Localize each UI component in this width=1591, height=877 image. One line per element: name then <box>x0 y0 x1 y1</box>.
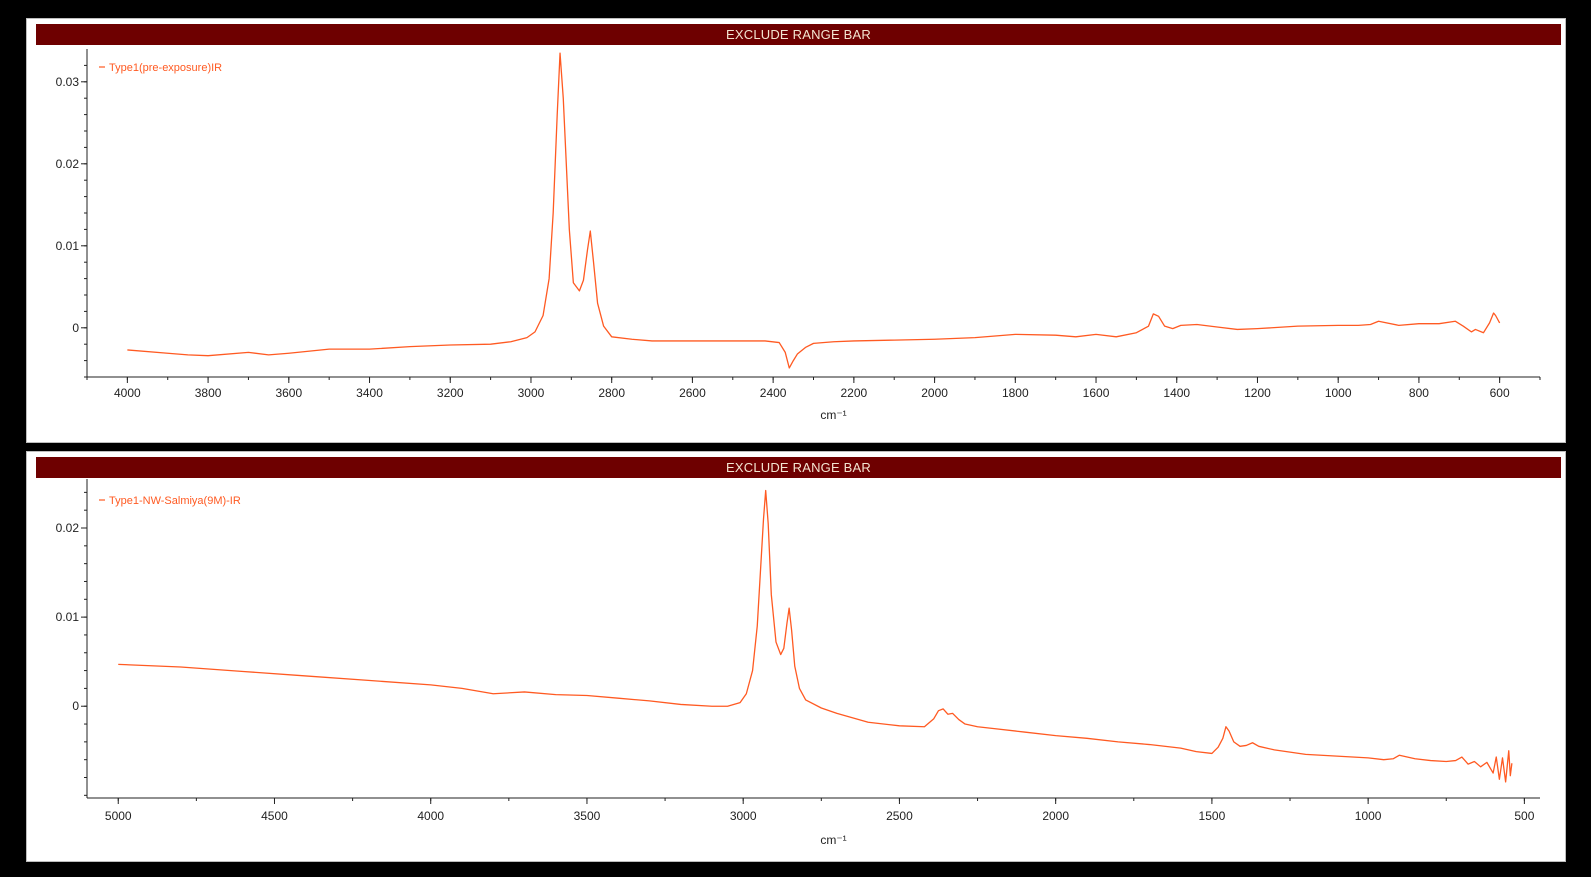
legend-label: Type1(pre-exposure)IR <box>109 62 222 74</box>
x-tick-label: 1600 <box>1083 386 1110 400</box>
y-tick-label: 0.03 <box>56 75 80 89</box>
x-tick-label: 4000 <box>417 809 444 823</box>
y-tick-label: 0.01 <box>56 610 80 624</box>
exclude-range-bar-2[interactable]: EXCLUDE RANGE BAR <box>36 457 1561 478</box>
x-tick-label: 1000 <box>1355 809 1382 823</box>
spectrum-trace <box>118 489 1513 783</box>
x-tick-label: 2000 <box>1042 809 1069 823</box>
exclude-range-bar-1[interactable]: EXCLUDE RANGE BAR <box>36 24 1561 45</box>
x-tick-label: 3800 <box>195 386 222 400</box>
y-tick-label: 0 <box>72 321 79 335</box>
spectrum-panel-1: 0 0.01 0.02 0.03 4000 3800 3600 3400 3200 3000 280… <box>26 18 1566 443</box>
x-tick-label: 2400 <box>760 386 787 400</box>
x-tick-label: 3600 <box>275 386 302 400</box>
x-tick-label: 2500 <box>886 809 913 823</box>
x-tick-label: 2800 <box>598 386 625 400</box>
x-tick-label: 2200 <box>841 386 868 400</box>
spectrum-plot-2[interactable]: 0 0.01 0.02 5000 4500 4000 3500 3000 2500 2000 150… <box>27 452 1565 861</box>
x-tick-label: 4500 <box>261 809 288 823</box>
x-tick-label: 3000 <box>730 809 757 823</box>
spectrum-plot-1[interactable]: 0 0.01 0.02 0.03 4000 3800 3600 3400 3200 3000 280… <box>27 19 1565 442</box>
x-tick-label: 2000 <box>921 386 948 400</box>
spectrum-panel-2: 0 0.01 0.02 5000 4500 4000 3500 3000 2500 2000 150… <box>26 451 1566 862</box>
y-tick-label: 0 <box>72 699 79 713</box>
spectrum-trace <box>127 52 1501 369</box>
x-tick-label: 1200 <box>1244 386 1271 400</box>
x-axis-label: cm⁻¹ <box>820 833 846 847</box>
legend-label: Type1-NW-Salmiya(9M)-IR <box>109 495 241 507</box>
x-tick-label: 1500 <box>1199 809 1226 823</box>
y-tick-label: 0.02 <box>56 521 80 535</box>
x-tick-label: 1400 <box>1163 386 1190 400</box>
x-tick-label: 600 <box>1490 386 1510 400</box>
x-axis-label: cm⁻¹ <box>820 408 846 422</box>
x-tick-label: 4000 <box>114 386 141 400</box>
x-tick-label: 500 <box>1514 809 1534 823</box>
x-tick-label: 3500 <box>574 809 601 823</box>
x-tick-label: 3400 <box>356 386 383 400</box>
x-tick-label: 3200 <box>437 386 464 400</box>
x-tick-label: 1800 <box>1002 386 1029 400</box>
x-tick-label: 5000 <box>105 809 132 823</box>
x-tick-label: 3000 <box>518 386 545 400</box>
x-tick-label: 800 <box>1409 386 1429 400</box>
y-tick-label: 0.02 <box>56 157 80 171</box>
y-tick-label: 0.01 <box>56 239 80 253</box>
x-tick-label: 2600 <box>679 386 706 400</box>
x-tick-label: 1000 <box>1325 386 1352 400</box>
